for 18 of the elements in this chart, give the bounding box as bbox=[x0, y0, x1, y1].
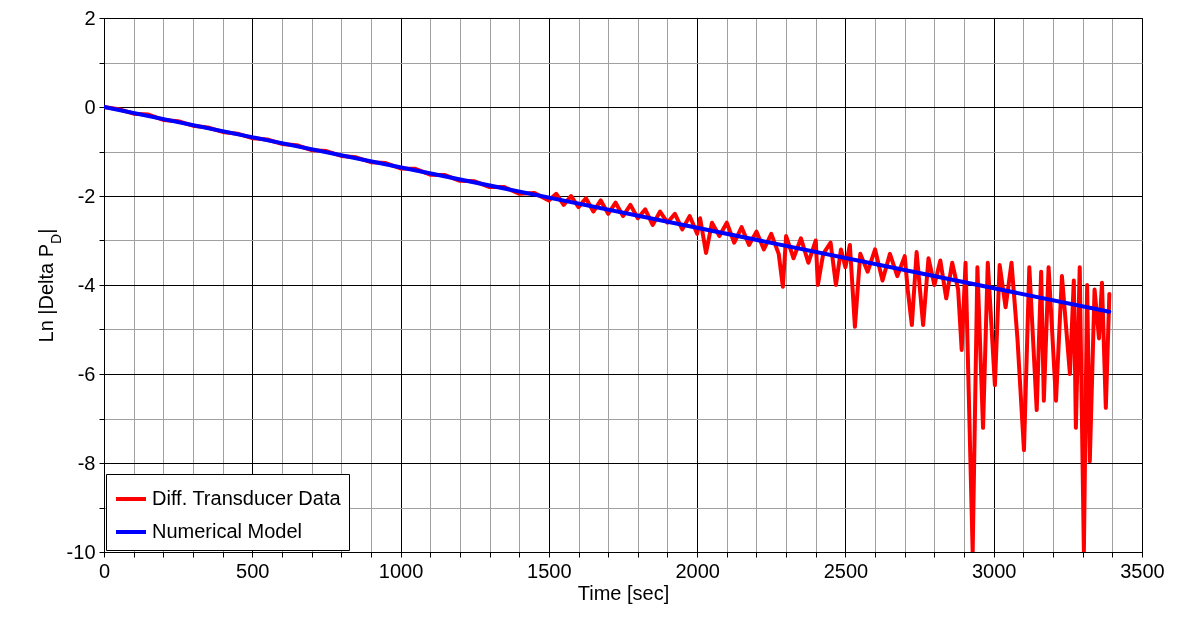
y-tick-label: -10 bbox=[66, 540, 96, 563]
x-tick-label: 3000 bbox=[971, 559, 1017, 582]
x-tick-label: 0 bbox=[98, 559, 111, 582]
y-tick-label: -2 bbox=[77, 184, 96, 207]
legend-label: Numerical Model bbox=[152, 520, 303, 542]
y-tick-label: -6 bbox=[77, 362, 96, 385]
y-tick-label: 0 bbox=[84, 95, 96, 118]
y-tick-label: 2 bbox=[84, 6, 96, 29]
legend-label: Diff. Transducer Data bbox=[152, 487, 342, 509]
x-tick-label: 2500 bbox=[823, 559, 869, 582]
x-tick-label: 2000 bbox=[675, 559, 720, 582]
x-axis-title: Time [sec] bbox=[577, 581, 670, 604]
y-tick-label: -4 bbox=[77, 273, 96, 296]
x-tick-label: 1500 bbox=[527, 559, 572, 582]
x-tick-label: 3500 bbox=[1120, 559, 1165, 582]
y-tick-label: -8 bbox=[77, 451, 96, 474]
x-tick-label: 500 bbox=[236, 559, 270, 582]
x-tick-label: 1000 bbox=[378, 559, 424, 582]
